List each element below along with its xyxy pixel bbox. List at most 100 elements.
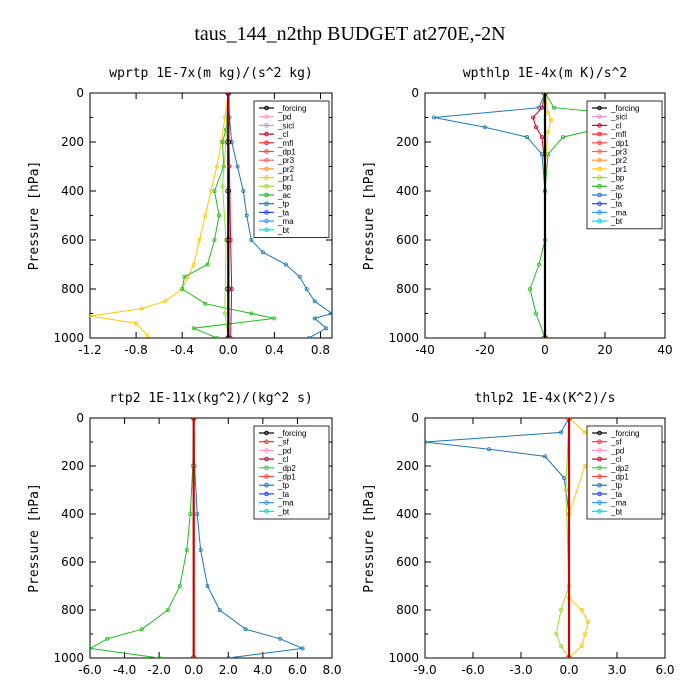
series-point [225,335,232,338]
panel-title: rtp2 1E-11x(kg^2)/(kg^2 s) [109,391,313,406]
series-point [229,286,234,291]
legend-marker [264,509,269,514]
series-point [184,548,189,553]
series-point [157,656,162,658]
series-point [244,213,249,218]
legend-marker [597,448,602,453]
series-point [566,655,572,658]
legend-marker [264,201,269,206]
series-point [243,627,248,632]
legend-marker [264,456,269,462]
series-point [180,286,185,291]
series-point [486,447,491,452]
legend-marker [264,439,269,445]
x-tick-label: 0.0 [219,343,238,357]
legend-marker [264,465,269,471]
series-point [205,584,210,589]
series-point [543,454,548,459]
y-tick-label: 200 [396,459,419,473]
series-point [546,110,551,115]
series-point [482,125,487,130]
panel-title: wprtp 1E-7x(m kg)/(s^2 kg) [109,66,313,81]
legend-label: _pr2 [277,165,295,174]
legend-marker [597,456,602,462]
x-tick-label: 8.0 [322,663,341,677]
series-point [139,627,144,632]
chart-panel-2: wpthlp 1E-4x(m K)/s^202004006008001000-4… [362,66,673,357]
legend-label: _pd [277,113,291,122]
series-point [228,237,233,242]
x-tick-label: -1.2 [78,343,101,357]
series-point [534,311,539,316]
x-tick-label: -9.0 [413,663,436,677]
legend-marker [597,430,602,436]
legend-label: _bt [610,217,623,226]
x-tick-label: -4.0 [113,663,136,677]
series-point [531,115,536,120]
legend-label: _dp1 [277,148,296,157]
legend-label: _cl [610,455,621,464]
series-point [229,139,234,144]
legend-label: _tp [277,200,290,209]
y-tick-label: 200 [61,459,84,473]
series-line-tp [227,93,332,338]
legend-marker [597,114,602,119]
legend-marker [264,474,269,479]
series-point [226,93,231,95]
legend-marker [597,218,602,224]
legend-label: _ma [277,499,294,508]
legend-marker [597,474,602,479]
y-tick-label: 0 [411,411,419,425]
series-point [139,306,144,311]
figure-title: taus_144_n2thp BUDGET at270E,-2N [194,23,505,45]
series-point [540,135,545,140]
y-tick-label: 1000 [388,651,419,665]
legend-marker [264,491,269,497]
legend-label: _forcing [277,429,306,438]
legend-label: _ma [610,499,627,508]
legend-marker [264,448,269,453]
y-tick-label: 800 [396,282,419,296]
legend-label: _ma [277,217,294,226]
series-point [217,608,222,613]
series-point [559,608,564,613]
x-tick-label: 0.8 [311,343,330,357]
legend-label: _tp [277,481,290,490]
legend-label: _pr2 [610,156,628,165]
series-point [554,632,559,637]
legend-marker [597,500,602,505]
y-axis-label: Pressure [hPa] [27,483,42,593]
legend-label: _tp [610,191,623,200]
legend-marker [597,157,602,163]
chart-panel-1: wprtp 1E-7x(m kg)/(s^2 kg) 0 200 400 600 800 1… [27,66,333,357]
series-line-tp [425,418,570,658]
y-tick-label: 600 [396,555,419,569]
series-point [579,644,584,649]
legend-marker [597,210,602,215]
legend-label: _forcing [610,104,639,113]
series-point [566,418,572,421]
y-tick-label: 800 [61,282,84,296]
chart-panel-4: thlp2 1E-4x(K^2)/s 0 200 400 600 800 1000-9.0 -… [362,391,675,677]
legend-marker [264,430,269,436]
legend-marker [597,184,602,189]
series-point [188,512,193,517]
legend-label: _ta [610,490,623,499]
legend-label: _pd [277,446,291,455]
legend-label: _forcing [610,429,639,438]
series-line-pr1 [90,93,229,336]
y-tick-label: 400 [396,184,419,198]
series-point [425,440,427,444]
series-point [300,646,305,651]
y-tick-label: 0 [76,411,84,425]
x-tick-label: 40 [657,343,672,357]
series-point [534,125,539,130]
series-point [330,311,332,316]
panel-title: wpthlp 1E-4x(m K)/s^2 [463,66,627,81]
y-tick-label: 200 [396,135,419,149]
series-point [165,608,170,613]
series-line-mfl [532,93,546,338]
series-point [212,237,217,242]
legend-marker [264,131,269,137]
series-point [225,286,232,292]
